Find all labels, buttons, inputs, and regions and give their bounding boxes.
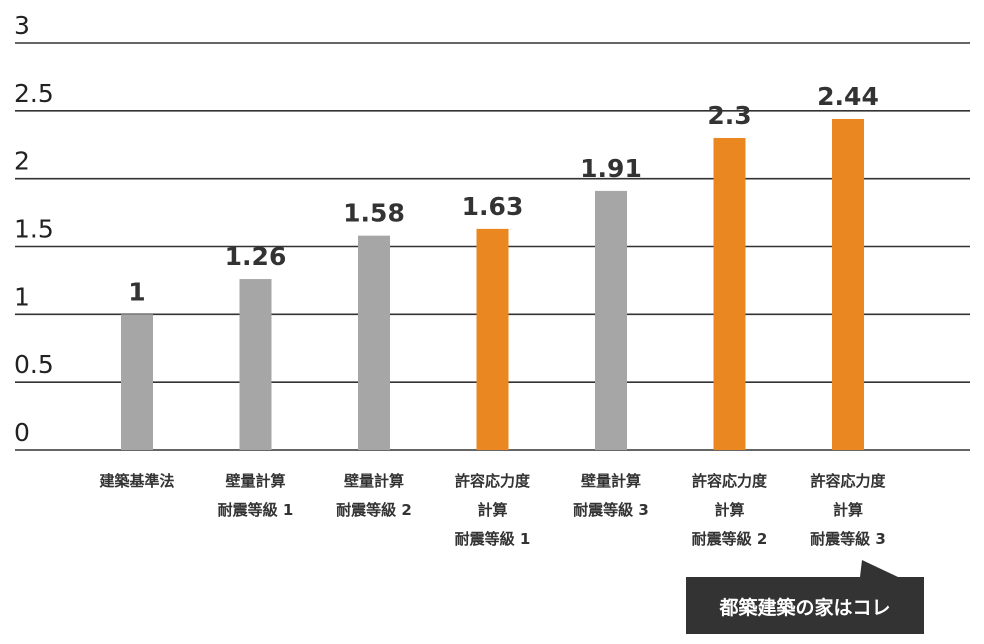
category-label: 壁量計算 — [225, 472, 285, 490]
y-tick-label: 3 — [14, 11, 30, 40]
y-tick-label: 0 — [14, 418, 30, 447]
bar — [121, 314, 153, 450]
bar-value-label: 1.58 — [343, 199, 405, 228]
category-label: 計算 — [833, 501, 863, 519]
y-tick-label: 2 — [14, 147, 30, 176]
bar — [713, 137, 746, 450]
bar-value-label: 2.3 — [707, 101, 751, 130]
bar-value-label: 2.44 — [817, 82, 879, 111]
bar — [239, 279, 272, 450]
bar — [358, 235, 390, 450]
category-label: 耐震等級 3 — [810, 530, 886, 548]
category-label: 耐震等級 2 — [692, 530, 768, 548]
y-tick-label: 1 — [14, 282, 30, 311]
category-label: 許容応力度 — [810, 472, 886, 490]
bar-value-label: 1 — [128, 277, 145, 306]
bar — [832, 118, 864, 451]
callout-shape — [686, 560, 924, 634]
category-label: 耐震等級 3 — [573, 501, 649, 519]
category-label: 許容応力度 — [455, 472, 531, 490]
y-tick-label: 2.5 — [14, 79, 54, 108]
y-tick-label: 1.5 — [14, 215, 54, 244]
category-label: 壁量計算 — [344, 472, 404, 490]
bar-value-label: 1.26 — [225, 242, 287, 271]
category-label: 壁量計算 — [581, 472, 641, 490]
value-labels: 1 1.26 1.58 1.63 1.91 2.3 2.44 — [128, 82, 879, 306]
callout-badge: 都築建築の家はコレ — [686, 560, 924, 634]
bar-value-label: 1.63 — [462, 192, 524, 221]
bar-value-label: 1.91 — [580, 154, 642, 183]
category-label: 計算 — [477, 501, 507, 519]
bar — [476, 228, 509, 450]
category-label: 耐震等級 2 — [336, 501, 412, 519]
category-label: 計算 — [714, 501, 744, 519]
category-label: 建築基準法 — [99, 472, 174, 490]
y-axis-tick-labels: 0 0.5 1 1.5 2 2.5 3 — [14, 11, 54, 447]
bar — [595, 190, 627, 451]
callout-text: 都築建築の家はコレ — [718, 596, 890, 619]
category-label: 許容応力度 — [692, 472, 768, 490]
category-label: 耐震等級 1 — [218, 501, 294, 519]
bars — [121, 118, 864, 451]
category-label: 耐震等級 1 — [455, 530, 531, 548]
y-tick-label: 0.5 — [14, 350, 54, 379]
